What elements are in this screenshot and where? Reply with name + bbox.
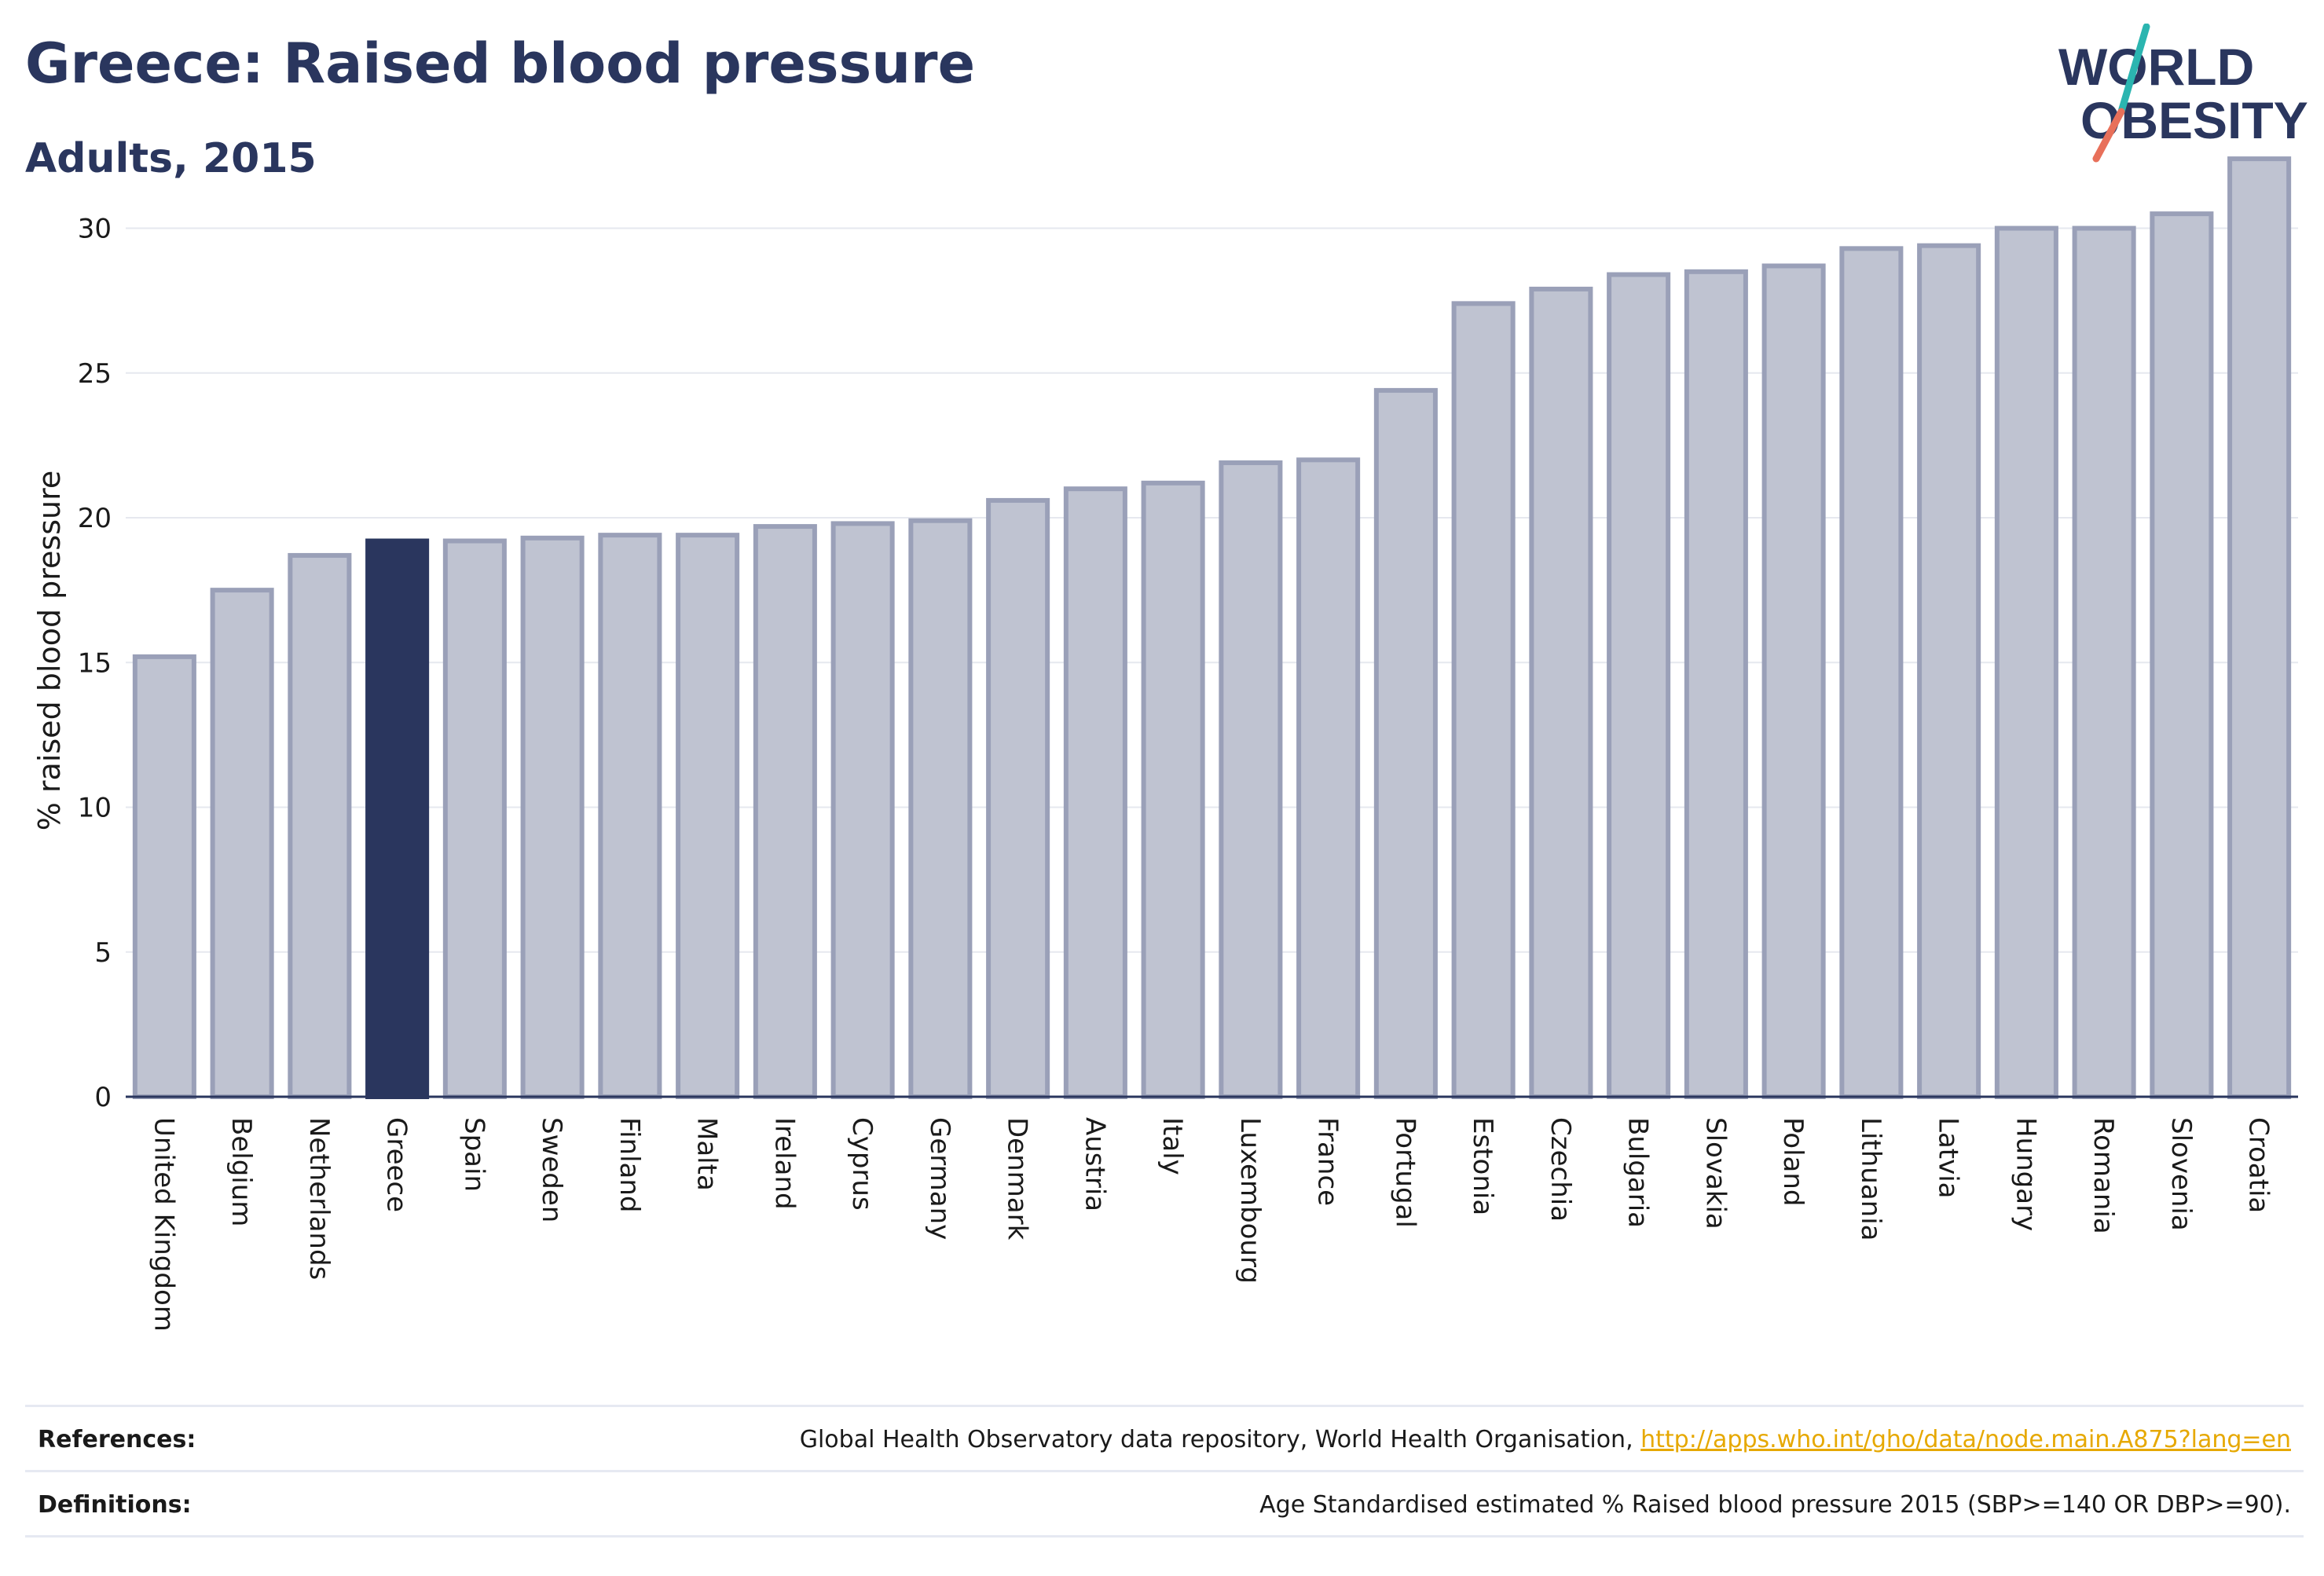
x-tick-label: Italy xyxy=(1157,1117,1188,1175)
x-tick-label: Luxembourg xyxy=(1234,1117,1266,1284)
bar xyxy=(1373,387,1438,1099)
bar xyxy=(1063,486,1127,1099)
bar xyxy=(676,533,740,1099)
x-tick-label: Estonia xyxy=(1467,1117,1498,1215)
bar xyxy=(1684,269,1748,1099)
bar xyxy=(2072,225,2136,1100)
chart-title: Greece: Raised blood pressure xyxy=(25,31,976,96)
bar xyxy=(1219,460,1283,1099)
bar xyxy=(1607,272,1671,1099)
bar xyxy=(2150,211,2214,1099)
y-tick-label: 10 xyxy=(78,793,112,824)
x-tick-label: Latvia xyxy=(1933,1117,1964,1199)
world-obesity-logo: WORLD OBESITY xyxy=(2058,24,2308,163)
x-tick-label: Czechia xyxy=(1545,1117,1576,1222)
bar xyxy=(908,518,973,1099)
bar-chart: 0 5 10 15 20 25 30 % raised blood pressure Unite… xyxy=(32,156,2298,1332)
references-link[interactable]: http://apps.who.int/gho/data/node.main.A… xyxy=(1640,1426,2291,1453)
references-source: Global Health Observatory data repositor… xyxy=(799,1426,1641,1453)
x-tick-label: Finland xyxy=(614,1117,645,1213)
y-tick-label: 20 xyxy=(78,503,112,534)
x-tick-label: Hungary xyxy=(2010,1117,2041,1231)
references-label: References: xyxy=(38,1426,196,1453)
x-tick-label: France xyxy=(1312,1117,1343,1206)
x-tick-label: United Kingdom xyxy=(148,1117,179,1332)
logo-slash-bottom xyxy=(2092,108,2125,163)
definitions-row: Definitions: Age Standardised estimated … xyxy=(25,1470,2304,1535)
footer-divider xyxy=(25,1535,2304,1538)
x-tick-label: Denmark xyxy=(1002,1117,1033,1241)
bar xyxy=(1839,246,1904,1100)
x-tick-label: Ireland xyxy=(768,1117,800,1210)
x-tick-label: Lithuania xyxy=(1855,1117,1886,1241)
references-text: Global Health Observatory data repositor… xyxy=(800,1426,2291,1453)
x-tick-label: Malta xyxy=(691,1117,723,1191)
x-tick-label: Greece xyxy=(381,1117,412,1212)
chart-subtitle: Adults, 2015 xyxy=(25,135,317,182)
bar xyxy=(520,535,585,1099)
references-row: References: Global Health Observatory da… xyxy=(25,1405,2304,1470)
bar xyxy=(1296,457,1361,1099)
bar xyxy=(830,521,895,1099)
y-tick-label: 30 xyxy=(78,214,112,245)
x-tick-label: Netherlands xyxy=(303,1117,335,1280)
x-tick-label: Austria xyxy=(1079,1117,1110,1211)
bar xyxy=(598,533,662,1099)
x-tick-label: Slovakia xyxy=(1699,1117,1731,1230)
x-tick-label: Romania xyxy=(2088,1117,2119,1234)
logo-slash-top xyxy=(2117,24,2150,115)
definitions-label: Definitions: xyxy=(38,1491,192,1519)
x-tick-label: Slovenia xyxy=(2165,1117,2197,1231)
y-tick-label: 25 xyxy=(78,358,112,390)
bar xyxy=(753,524,817,1099)
y-tick-label: 0 xyxy=(94,1082,112,1113)
bar xyxy=(132,654,196,1099)
bar xyxy=(1529,286,1593,1100)
x-tick-label: Poland xyxy=(1777,1117,1809,1207)
x-tick-label: Bulgaria xyxy=(1622,1117,1654,1228)
logo-text-line1: WORLD xyxy=(2058,38,2254,96)
y-tick-label: 15 xyxy=(78,647,112,679)
x-tick-label: Spain xyxy=(458,1117,489,1192)
bar xyxy=(1761,263,1826,1099)
x-tick-label: Portugal xyxy=(1389,1117,1420,1228)
x-tick-label: Germany xyxy=(924,1117,955,1240)
y-tick-label: 5 xyxy=(94,937,112,969)
x-tick-label: Cyprus xyxy=(846,1117,878,1211)
bar xyxy=(1451,301,1516,1099)
x-tick-label: Sweden xyxy=(536,1117,567,1222)
bar xyxy=(1141,480,1205,1099)
x-tick-label: Croatia xyxy=(2243,1117,2275,1213)
bar xyxy=(365,538,430,1099)
bar xyxy=(442,538,507,1099)
bar xyxy=(1917,243,1981,1099)
bar xyxy=(986,497,1050,1099)
bar xyxy=(210,588,274,1099)
definitions-text: Age Standardised estimated % Raised bloo… xyxy=(1259,1491,2291,1519)
bar xyxy=(288,552,352,1099)
bar xyxy=(2227,156,2292,1099)
bar xyxy=(1994,225,2058,1100)
x-tick-label: Belgium xyxy=(225,1117,257,1226)
y-axis-title: % raised blood pressure xyxy=(32,471,67,831)
